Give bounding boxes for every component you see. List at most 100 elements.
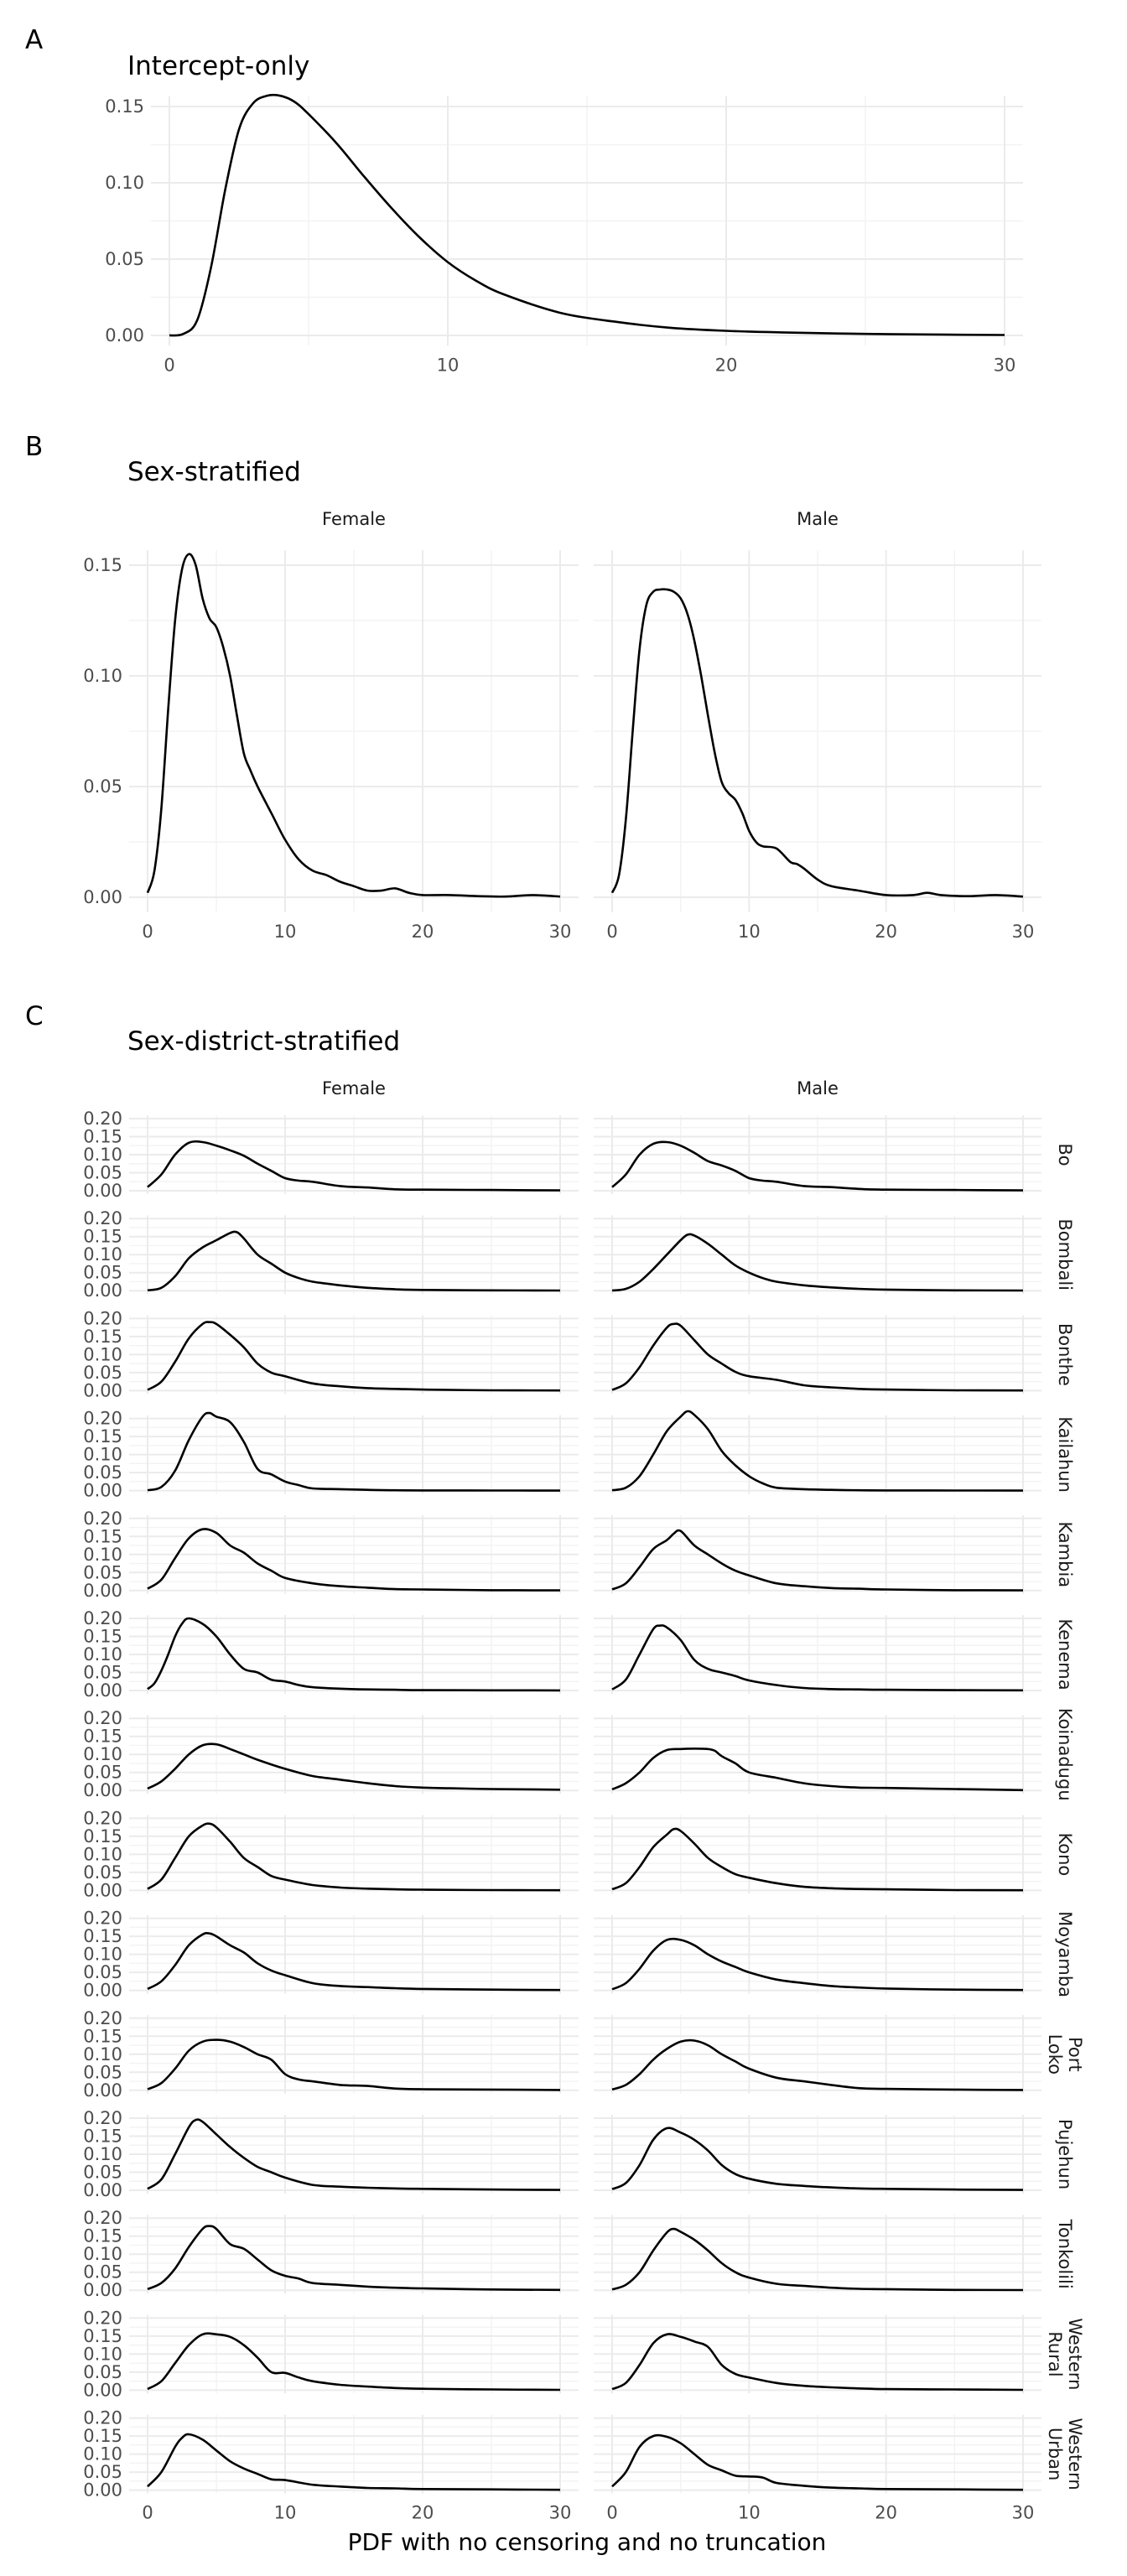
panel-c-kailahun-male-density-line — [611, 1410, 1024, 1492]
panel-c-koinadugu-female-panel: 0.000.050.100.150.20 — [83, 1708, 579, 1800]
panel-c-koinadugu-male-row-strip-label: Koinadugu — [1055, 1708, 1075, 1801]
panel-c-bo-female-y-tick-label: 0.20 — [83, 1109, 122, 1129]
panel-c-koinadugu-male-panel: Koinadugu — [594, 1708, 1075, 1801]
panel-c-western-urban-male-row-strip-line: Western — [1065, 2418, 1085, 2490]
x-axis-title: PDF with no censoring and no truncation — [348, 2528, 827, 2556]
panel-c-moyamba-female-y-tick-label: 0.00 — [83, 1981, 122, 2001]
panel-a-density-line — [169, 93, 1005, 337]
panel-c-kambia-female-y-tick-label: 0.15 — [83, 1526, 122, 1546]
panel-c-western-rural-female-density-line — [147, 2332, 561, 2392]
panel-c-kailahun-female-density-line — [147, 1411, 561, 1492]
panel-c-koinadugu-male-row-strip-line: Koinadugu — [1055, 1708, 1075, 1801]
panel-c-kenema-male-row-strip-label: Kenema — [1055, 1618, 1075, 1690]
panel-c-pujehun-female-y-tick-label: 0.00 — [83, 2180, 122, 2200]
panel-c-port-loko-female-y-tick-label: 0.10 — [83, 2044, 122, 2064]
panel-c-kambia-female-y-tick-label: 0.00 — [83, 1581, 122, 1601]
panel-b-male-panel: 0 10 20 30 — [594, 550, 1041, 942]
panel-c-western-urban-female-x-tick-label: 0 — [142, 2502, 153, 2522]
panel-a-y-tick-label: 0.10 — [105, 173, 144, 193]
panel-c-pujehun-male-density-line — [611, 2127, 1024, 2191]
panel-c-tonkolili-female-y-tick-label: 0.10 — [83, 2244, 122, 2264]
panel-c-western-urban-male-row-strip-line: Urban — [1045, 2428, 1065, 2481]
panel-c-western-urban-female-panel: 0.000.050.100.150.20 0 10 20 30 — [83, 2408, 579, 2522]
panel-c-kono-male-panel: Kono — [594, 1815, 1075, 1894]
panel-c-kenema-female-y-tick-label: 0.05 — [83, 1663, 122, 1683]
panel-b-female-x-tick-label: 30 — [549, 922, 572, 942]
panel-a-x-tick-label: 10 — [437, 355, 460, 375]
panel-c-bo-female-y-tick-label: 0.15 — [83, 1127, 122, 1147]
panel-c-bo-female-y-tick-label: 0.10 — [83, 1145, 122, 1165]
panel-c-kailahun-female-y-tick-label: 0.00 — [83, 1481, 122, 1501]
panel-c-bo-female-y-tick-label: 0.00 — [83, 1181, 122, 1201]
panel-b-title: Sex-stratified — [127, 457, 301, 487]
panel-c-moyamba-male-panel: Moyamba — [594, 1911, 1075, 1997]
panel-c-koinadugu-male-density-line — [611, 1748, 1024, 1792]
panel-c-western-urban-male-x-tick-label: 0 — [606, 2502, 617, 2522]
panel-c-western-rural-female-y-tick-label: 0.15 — [83, 2326, 122, 2346]
panel-a-tag: A — [25, 25, 43, 55]
panel-c-bo-female-panel: 0.000.050.100.150.20 — [83, 1109, 579, 1201]
panel-c-koinadugu-female-y-tick-label: 0.00 — [83, 1780, 122, 1800]
panel-c-western-rural-male-row-strip-line: Rural — [1045, 2331, 1065, 2376]
panel-c-bo-female-density-line — [147, 1140, 561, 1192]
panel-c-strip-male: Male — [797, 1078, 839, 1098]
panel-c-western-urban-male-panel: 0 10 20 30 WesternUrban — [594, 2414, 1085, 2522]
panel-c-tonkolili-male-row-strip-line: Tonkolili — [1055, 2219, 1075, 2289]
panel-c-western-urban-female-y-tick-label: 0.15 — [83, 2426, 122, 2446]
panel-a-y-tick-label: 0.05 — [105, 249, 144, 269]
panel-c-western-rural-female-y-tick-label: 0.20 — [83, 2308, 122, 2328]
panel-c-pujehun-female-y-tick-label: 0.10 — [83, 2144, 122, 2164]
panel-c-bonthe-female-density-line — [147, 1321, 561, 1392]
panel-c-kailahun-female-y-tick-label: 0.20 — [83, 1409, 122, 1429]
panel-c-kono-male-row-strip-label: Kono — [1055, 1833, 1075, 1877]
panel-b-strip-male: Male — [797, 509, 839, 529]
panel-b-female-y-tick-label: 0.10 — [83, 666, 122, 686]
panel-b-female-y-tick-label: 0.15 — [83, 555, 122, 575]
panel-c-port-loko-female-density-line — [147, 2038, 561, 2091]
panel-c-western-urban-male-row-strip-label: WesternUrban — [1045, 2418, 1085, 2490]
panel-c-kailahun-female-y-tick-label: 0.05 — [83, 1462, 122, 1483]
panel-c-port-loko-male-row-strip-line: Loko — [1045, 2034, 1065, 2075]
panel-c-bonthe-female-y-tick-label: 0.05 — [83, 1363, 122, 1383]
panel-c-kono-female-y-tick-label: 0.10 — [83, 1844, 122, 1864]
panel-c-koinadugu-female-y-tick-label: 0.10 — [83, 1744, 122, 1764]
panel-c-western-urban-female-y-tick-label: 0.00 — [83, 2480, 122, 2501]
panel-c-kambia-female-density-line — [147, 1528, 561, 1592]
panel-c-kambia-male-density-line — [611, 1529, 1024, 1592]
panel-c-bo-male-row-strip-line: Bo — [1055, 1143, 1075, 1166]
panel-b-female-x-tick-label: 10 — [274, 922, 297, 942]
panel-c-kailahun-male-panel: Kailahun — [594, 1410, 1075, 1494]
panel-b-strip-female: Female — [322, 509, 386, 529]
panel-c-western-urban-female-y-tick-label: 0.05 — [83, 2462, 122, 2482]
panel-c-moyamba-female-y-tick-label: 0.15 — [83, 1926, 122, 1946]
panel-c-kambia-male-row-strip-label: Kambia — [1055, 1521, 1075, 1587]
panel-c-pujehun-female-density-line — [147, 2118, 561, 2191]
panel-c-port-loko-male-row-strip-line: Port — [1065, 2037, 1085, 2072]
panel-c-koinadugu-female-y-tick-label: 0.05 — [83, 1763, 122, 1783]
panel-c-tonkolili-female-panel: 0.000.050.100.150.20 — [83, 2208, 579, 2300]
panel-c-tonkolili-female-y-tick-label: 0.20 — [83, 2208, 122, 2228]
panel-c-kenema-female-panel: 0.000.050.100.150.20 — [83, 1608, 579, 1701]
panel-c-bo-male-row-strip-label: Bo — [1055, 1143, 1075, 1166]
panel-c-bonthe-male-density-line — [611, 1322, 1024, 1392]
panel-c-tonkolili-female-y-tick-label: 0.15 — [83, 2226, 122, 2246]
panel-c-kailahun-male-row-strip-line: Kailahun — [1055, 1416, 1075, 1493]
panel-c-kenema-female-y-tick-label: 0.10 — [83, 1644, 122, 1665]
panel-c-tonkolili-male-row-strip-label: Tonkolili — [1055, 2219, 1075, 2289]
panel-b-tag: B — [25, 432, 43, 462]
panel-c-western-urban-female-x-tick-label: 30 — [549, 2502, 572, 2522]
panel-c-tonkolili-male-density-line — [611, 2227, 1024, 2292]
panel-c-kambia-female-y-tick-label: 0.20 — [83, 1509, 122, 1529]
panel-c-kono-male-density-line — [611, 1827, 1024, 1892]
panel-c-pujehun-female-panel: 0.000.050.100.150.20 — [83, 2108, 579, 2200]
panel-c-kenema-female-y-tick-label: 0.00 — [83, 1680, 122, 1701]
panel-c-western-urban-male-x-tick-label: 20 — [875, 2502, 897, 2522]
panel-c-tonkolili-female-density-line — [147, 2225, 561, 2292]
panel-c-moyamba-female-density-line — [147, 1931, 561, 1992]
panel-c-port-loko-male-row-strip-label: PortLoko — [1045, 2034, 1085, 2075]
panel-c-tag: C — [25, 1001, 44, 1031]
panel-c-western-urban-male-density-line — [611, 2433, 1024, 2491]
panel-c-kenema-female-density-line — [147, 1617, 561, 1692]
